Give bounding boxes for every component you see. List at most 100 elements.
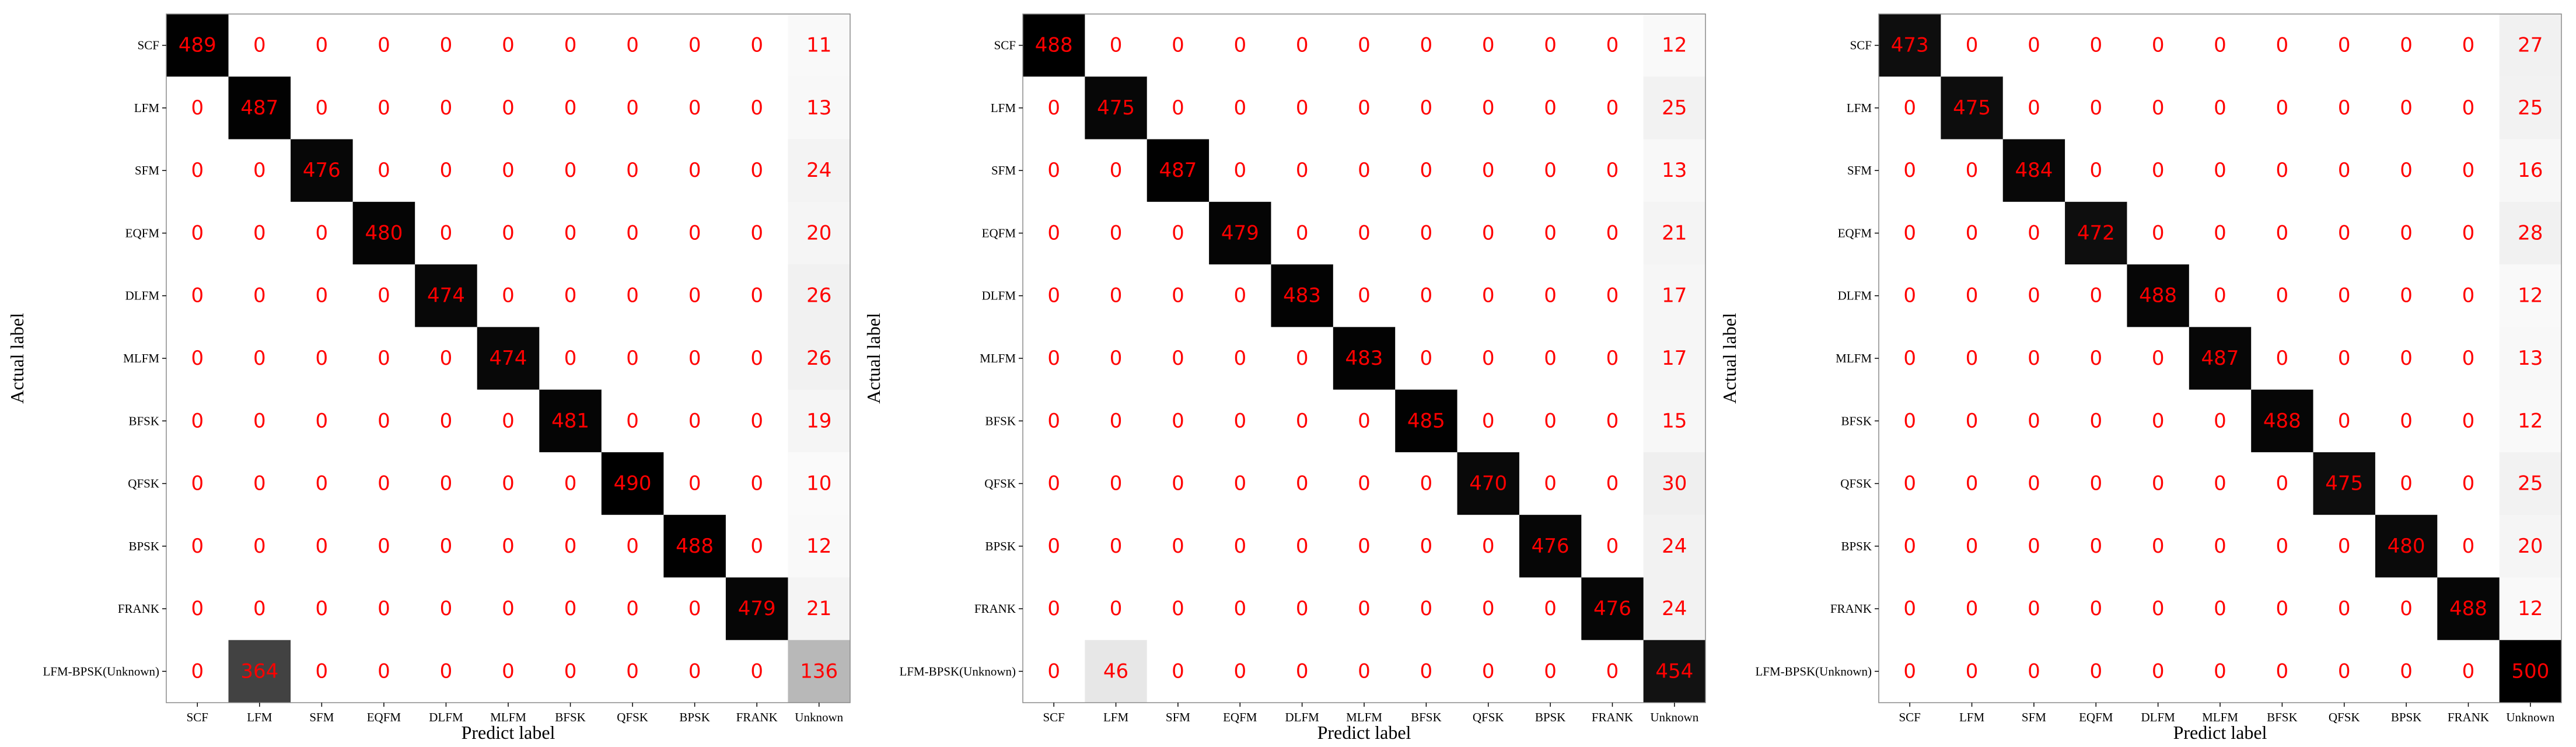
heatmap-cell — [1395, 640, 1458, 703]
heatmap-cell — [2002, 139, 2065, 203]
x-tick-label: Unknown — [795, 710, 843, 724]
cell-value-label: 0 — [1358, 96, 1371, 120]
cell-value-label: 0 — [1047, 409, 1060, 432]
cell-value-label: 0 — [1966, 597, 1979, 620]
cell-value-label: 10 — [806, 472, 831, 495]
cell-value-label: 0 — [502, 409, 515, 432]
heatmap-cell — [788, 76, 851, 140]
y-tick-label: EQFM — [125, 226, 160, 240]
cell-value-label: 0 — [750, 535, 763, 558]
cell-value-label: 0 — [1420, 284, 1433, 308]
cell-value-label: 0 — [1482, 659, 1495, 683]
heatmap-cell — [539, 264, 602, 327]
cell-value-label: 475 — [2325, 472, 2363, 495]
cell-value-label: 0 — [626, 597, 639, 620]
heatmap-cell — [1147, 515, 1210, 578]
heatmap-cell — [477, 389, 540, 453]
heatmap-cell — [228, 14, 291, 77]
heatmap-cell — [2251, 452, 2314, 515]
cell-value-label: 0 — [316, 472, 328, 495]
heatmap-cell — [477, 327, 540, 390]
x-tick-label: SFM — [1166, 710, 1190, 724]
cell-value-label: 0 — [316, 34, 328, 57]
cell-value-label: 0 — [1110, 597, 1123, 620]
cell-value-label: 0 — [253, 347, 266, 370]
cell-value-label: 0 — [1966, 159, 1979, 182]
heatmap-cell — [1457, 139, 1520, 203]
heatmap-cell — [601, 201, 664, 265]
heatmap-cell — [2189, 389, 2252, 453]
cell-value-label: 0 — [2028, 34, 2040, 57]
heatmap-cell — [2002, 14, 2065, 77]
heatmap-cell — [1519, 389, 1582, 453]
heatmap-cell — [1209, 452, 1271, 515]
cell-value-label: 0 — [2152, 34, 2165, 57]
cell-value-label: 0 — [2028, 409, 2040, 432]
heatmap-cell — [1395, 14, 1458, 77]
cell-value-label: 0 — [378, 34, 390, 57]
heatmap-cell — [663, 139, 726, 203]
cell-value-label: 0 — [1172, 472, 1184, 495]
cell-value-label: 0 — [378, 659, 390, 683]
heatmap-cell — [1457, 264, 1520, 327]
cell-value-label: 0 — [502, 597, 515, 620]
y-axis-label: Actual label — [6, 313, 27, 404]
heatmap-cell — [2437, 76, 2500, 140]
cell-value-label: 17 — [1662, 284, 1687, 308]
y-tick-label: LFM — [134, 101, 160, 115]
heatmap-cell — [1457, 452, 1520, 515]
cell-value-label: 0 — [750, 472, 763, 495]
cell-value-label: 0 — [2462, 347, 2475, 370]
heatmap-cell — [1519, 139, 1582, 203]
y-tick-label: BFSK — [1841, 414, 1872, 428]
heatmap-cell — [2002, 577, 2065, 641]
x-tick-label: EQFM — [2079, 710, 2113, 724]
cell-value-label: 0 — [2089, 284, 2102, 308]
heatmap-cell — [2189, 201, 2252, 265]
heatmap-cell — [1941, 452, 2004, 515]
y-tick-label: LFM-BPSK(Unknown) — [899, 664, 1016, 678]
heatmap-cell — [1085, 76, 1148, 140]
cell-value-label: 0 — [1110, 347, 1123, 370]
x-tick-label: BFSK — [2267, 710, 2298, 724]
heatmap-cell — [1643, 577, 1706, 641]
y-axis-label: Actual label — [1719, 313, 1740, 404]
cell-value-label: 0 — [2338, 535, 2351, 558]
heatmap-cell — [2065, 76, 2127, 140]
cell-value-label: 0 — [688, 96, 701, 120]
cell-value-label: 483 — [1283, 284, 1321, 308]
cell-value-label: 0 — [1420, 159, 1433, 182]
cell-value-label: 0 — [1544, 96, 1557, 120]
heatmap-cell — [725, 577, 788, 641]
heatmap-cell — [352, 640, 415, 703]
cell-value-label: 0 — [316, 409, 328, 432]
heatmap-cell — [663, 577, 726, 641]
cell-value-label: 475 — [1097, 96, 1135, 120]
cell-value-label: 0 — [2462, 159, 2475, 182]
heatmap-cell — [2002, 452, 2065, 515]
cell-value-label: 0 — [378, 96, 390, 120]
x-tick-label: SFM — [2022, 710, 2046, 724]
heatmap-cell — [228, 201, 291, 265]
cell-value-label: 0 — [1606, 96, 1619, 120]
heatmap-cell — [2002, 515, 2065, 578]
cell-value-label: 0 — [1233, 159, 1246, 182]
heatmap-cell — [1395, 76, 1458, 140]
cell-value-label: 0 — [1903, 347, 1916, 370]
cell-value-label: 0 — [1358, 597, 1371, 620]
heatmap-cell — [415, 264, 478, 327]
cell-value-label: 0 — [1233, 409, 1246, 432]
cell-value-label: 0 — [1047, 535, 1060, 558]
heatmap-cell — [352, 327, 415, 390]
y-tick-label: SCF — [994, 39, 1016, 53]
cell-value-label: 0 — [2400, 472, 2413, 495]
heatmap-cell — [2313, 14, 2376, 77]
heatmap-cell — [1209, 264, 1271, 327]
cell-value-label: 0 — [1903, 535, 1916, 558]
cell-value-label: 479 — [738, 597, 776, 620]
heatmap-cell — [2127, 389, 2190, 453]
cell-value-label: 0 — [1482, 597, 1495, 620]
y-tick-label: FRANK — [118, 602, 159, 616]
heatmap-cell — [2313, 76, 2376, 140]
